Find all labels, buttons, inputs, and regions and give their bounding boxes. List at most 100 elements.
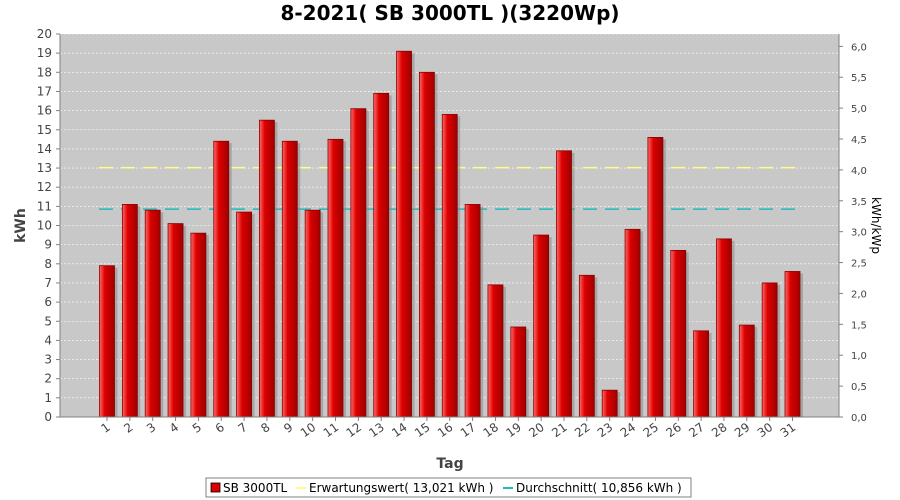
- x-tick-label: 29: [732, 420, 753, 440]
- y2-tick-label: 6,0: [851, 42, 867, 53]
- bar: [464, 204, 481, 418]
- bar: [304, 209, 321, 418]
- x-tick-label: 3: [144, 420, 158, 436]
- y-tick-label: 4: [44, 333, 52, 347]
- x-tick-label: 20: [526, 420, 547, 440]
- y-tick-label: 16: [37, 104, 52, 118]
- bar: [281, 140, 298, 418]
- bar: [693, 330, 709, 418]
- y-tick-label: 0: [44, 410, 52, 424]
- legend-label-expected: Erwartungswert( 13,021 kWh ): [309, 481, 493, 495]
- y-tick-label: 13: [37, 161, 52, 175]
- y2-tick-label: 3,5: [851, 197, 867, 208]
- y2-tick-label: 4,0: [851, 166, 867, 177]
- x-tick-label: 26: [663, 420, 684, 440]
- x-tick-label: 4: [167, 420, 181, 436]
- y-tick-label: 9: [44, 238, 52, 252]
- chart-title: 8-2021( SB 3000TL )(3220Wp): [280, 1, 619, 25]
- y-tick-label: 5: [44, 314, 52, 328]
- bar: [396, 50, 412, 418]
- x-tick-label: 10: [298, 420, 319, 440]
- x-tick-label: 31: [778, 420, 799, 440]
- y-tick-label: 12: [37, 180, 52, 194]
- x-tick-label: 19: [503, 420, 524, 440]
- x-tick-label: 8: [258, 420, 272, 436]
- x-tick-label: 27: [686, 420, 707, 440]
- y-tick-label: 3: [44, 353, 52, 367]
- y2-tick-label: 1,0: [851, 351, 867, 362]
- y2-tick-label: 3,0: [851, 228, 867, 239]
- y2-tick-label: 5,5: [851, 73, 867, 84]
- bar: [761, 282, 778, 418]
- y-tick-label: 15: [37, 123, 52, 137]
- bar: [647, 137, 664, 418]
- x-tick-label: 23: [595, 420, 616, 440]
- y2-tick-label: 4,5: [851, 135, 867, 146]
- y-tick-label: 7: [44, 276, 52, 290]
- y-tick-label: 6: [44, 295, 52, 309]
- x-tick-label: 18: [481, 420, 502, 440]
- x-tick-label: 17: [458, 420, 479, 440]
- bar: [327, 138, 344, 418]
- bar: [213, 140, 230, 418]
- bar: [510, 326, 527, 418]
- bars: [99, 50, 803, 418]
- axes: 012345678910111213141516171819200,00,51,…: [37, 27, 867, 440]
- x-tick-label: 30: [755, 420, 776, 440]
- y-tick-label: 14: [37, 142, 52, 156]
- legend-swatch-bar: [210, 482, 221, 493]
- bar: [601, 389, 618, 418]
- bar: [418, 71, 435, 418]
- bar: [350, 108, 367, 418]
- y2-axis-label: kWh/kWp: [869, 197, 883, 254]
- bar: [259, 119, 275, 418]
- bar: [99, 265, 115, 418]
- x-tick-label: 15: [412, 420, 433, 440]
- y2-tick-label: 1,5: [851, 320, 867, 331]
- x-tick-label: 16: [435, 420, 456, 440]
- x-tick-label: 25: [641, 420, 662, 440]
- bar: [441, 114, 458, 418]
- y2-tick-label: 5,0: [851, 104, 867, 115]
- x-tick-label: 12: [344, 420, 365, 440]
- bar: [533, 234, 550, 418]
- legend-label-average: Durchschnitt( 10,856 kWh ): [516, 481, 682, 495]
- y2-tick-label: 2,5: [851, 259, 867, 270]
- bar: [716, 238, 732, 418]
- bar: [578, 274, 595, 418]
- y2-tick-label: 0,5: [851, 382, 867, 393]
- x-tick-label: 28: [709, 420, 730, 440]
- bar: [670, 249, 687, 418]
- x-tick-label: 9: [281, 420, 295, 436]
- y-tick-label: 17: [37, 84, 52, 98]
- bar: [487, 284, 504, 418]
- x-tick-label: 1: [98, 420, 112, 436]
- bar: [144, 209, 161, 418]
- x-tick-label: 21: [549, 420, 570, 440]
- x-tick-label: 14: [389, 420, 410, 440]
- x-tick-label: 22: [572, 420, 593, 440]
- y-tick-label: 8: [44, 257, 52, 271]
- x-tick-label: 5: [190, 420, 204, 436]
- y-tick-label: 18: [37, 65, 52, 79]
- y-tick-label: 2: [44, 372, 52, 386]
- bar: [556, 150, 572, 418]
- y-tick-label: 10: [37, 219, 52, 233]
- x-tick-label: 11: [321, 420, 342, 440]
- y-tick-label: 19: [37, 46, 52, 60]
- y-tick-label: 11: [37, 199, 52, 213]
- bar: [121, 204, 138, 418]
- x-tick-label: 24: [618, 420, 639, 440]
- x-tick-label: 7: [236, 420, 250, 436]
- y2-tick-label: 0,0: [851, 413, 867, 424]
- bar: [624, 228, 641, 418]
- bar: [167, 223, 184, 418]
- bar: [373, 92, 390, 418]
- y-axis-label: kWh: [13, 208, 29, 243]
- bar: [236, 211, 253, 418]
- x-axis-label: Tag: [436, 456, 463, 472]
- y2-tick-label: 2,0: [851, 289, 867, 300]
- bar: [738, 324, 755, 418]
- y-tick-label: 1: [44, 391, 52, 405]
